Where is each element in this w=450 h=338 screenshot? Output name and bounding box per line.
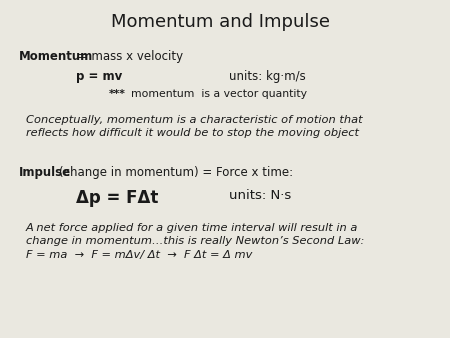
Text: p = mv: p = mv: [76, 70, 122, 83]
Text: = mass x velocity: = mass x velocity: [74, 50, 183, 63]
Text: Δp = FΔt: Δp = FΔt: [76, 189, 158, 207]
Text: ***: ***: [109, 89, 126, 99]
Text: units: N·s: units: N·s: [230, 189, 292, 202]
Text: Momentum and Impulse: Momentum and Impulse: [111, 13, 330, 31]
Text: Momentum: Momentum: [19, 50, 93, 63]
Text: units: kg·m/s: units: kg·m/s: [230, 70, 306, 83]
Text: Impulse: Impulse: [19, 166, 71, 179]
Text: A net force applied for a given time interval will result in a
change in momentu: A net force applied for a given time int…: [26, 223, 364, 260]
Text: (change in momentum) = Force x time:: (change in momentum) = Force x time:: [59, 166, 293, 179]
Text: Conceptually, momentum is a characteristic of motion that
reflects how difficult: Conceptually, momentum is a characterist…: [26, 115, 362, 138]
Text: momentum  is a vector quantity: momentum is a vector quantity: [130, 89, 307, 99]
